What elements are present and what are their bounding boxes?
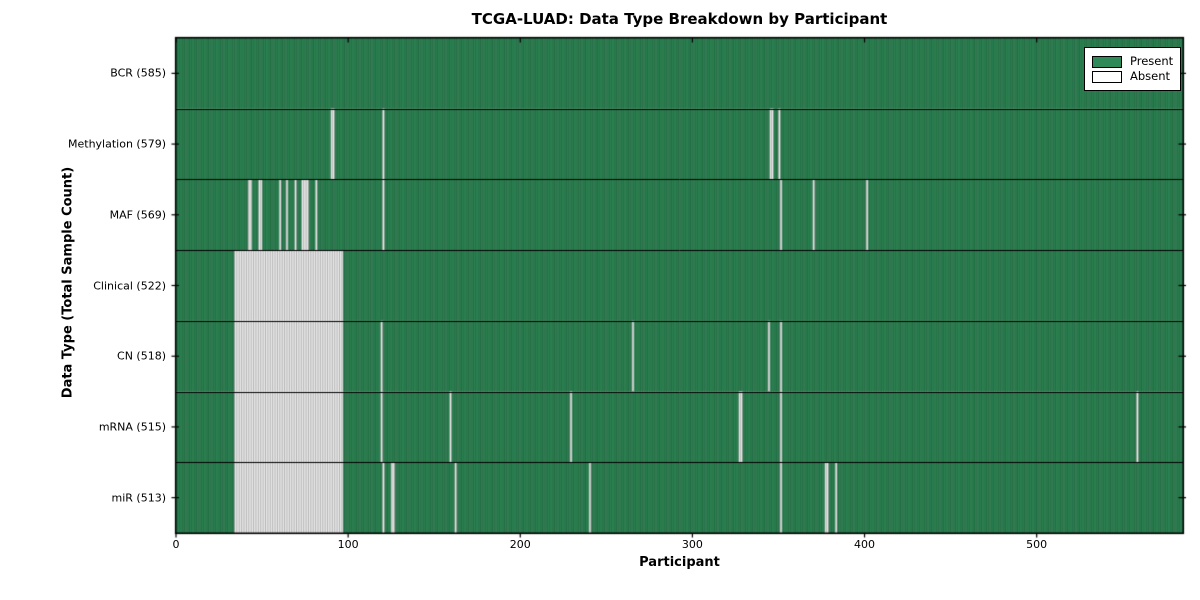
x-tick-label: 400 <box>854 538 876 551</box>
y-tick-label: BCR (585) <box>110 66 166 80</box>
x-tick-label: 100 <box>337 538 359 551</box>
chart-title: TCGA-LUAD: Data Type Breakdown by Partic… <box>471 10 888 28</box>
legend: Present Absent <box>1084 47 1181 91</box>
legend-entry-absent: Absent <box>1092 70 1173 83</box>
y-tick-label: CN (518) <box>117 349 166 363</box>
y-tick-label: Clinical (522) <box>93 279 166 292</box>
absent-swatch-icon <box>1092 70 1122 83</box>
presence-matrix-canvas <box>170 32 1190 540</box>
y-tick-label: mRNA (515) <box>98 420 166 434</box>
x-axis-label: Participant <box>639 555 720 570</box>
x-tick-label: 200 <box>509 538 531 551</box>
y-tick-label: MAF (569) <box>109 208 166 222</box>
y-tick-label: Methylation (579) <box>68 137 166 151</box>
legend-present-label: Present <box>1130 54 1174 68</box>
x-tick-label: 0 <box>172 538 180 551</box>
legend-entry-present: Present <box>1092 55 1173 68</box>
y-tick-label: miR (513) <box>111 491 167 505</box>
x-tick-label: 500 <box>1026 538 1048 551</box>
present-swatch-icon <box>1092 55 1122 68</box>
legend-absent-label: Absent <box>1130 69 1171 83</box>
x-tick-label: 300 <box>681 538 703 551</box>
